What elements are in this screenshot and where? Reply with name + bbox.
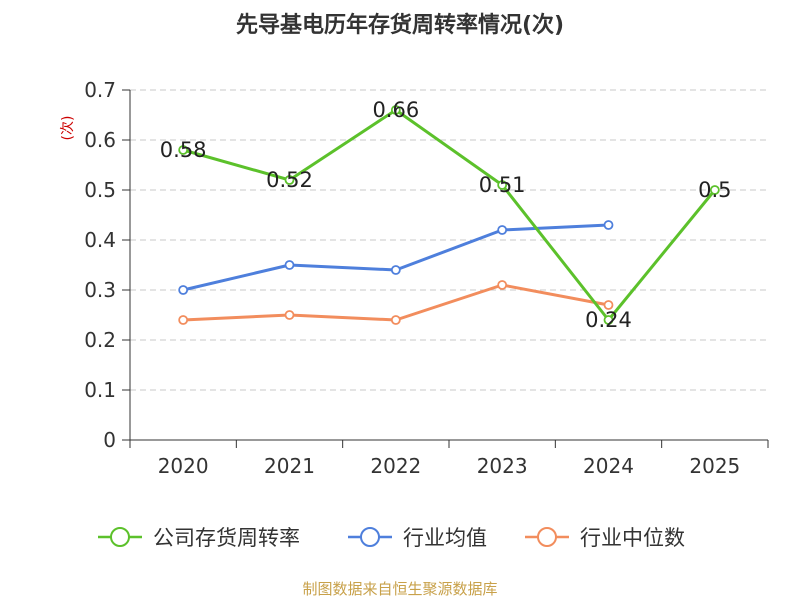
x-tick-label: 2024 bbox=[583, 454, 634, 478]
y-tick-label: 0.7 bbox=[84, 78, 116, 102]
x-tick-label: 2021 bbox=[264, 454, 315, 478]
y-tick-label: 0.5 bbox=[84, 178, 116, 202]
data-label: 0.24 bbox=[585, 308, 632, 332]
data-point bbox=[178, 285, 189, 295]
y-tick-label: 0.6 bbox=[84, 128, 116, 152]
data-point bbox=[603, 315, 614, 325]
data-point bbox=[497, 280, 508, 290]
x-tick-label: 2023 bbox=[477, 454, 528, 478]
data-point bbox=[709, 185, 720, 195]
data-point bbox=[497, 225, 508, 235]
legend-item[interactable]: 行业中位数 bbox=[525, 526, 685, 550]
legend: 公司存货周转率 行业均值 行业中位数 bbox=[98, 526, 685, 550]
y-axis-unit-label: (次) bbox=[60, 116, 76, 141]
legend-label: 行业中位数 bbox=[580, 526, 685, 550]
data-point bbox=[284, 175, 295, 185]
data-point bbox=[390, 265, 401, 275]
data-label: 0.51 bbox=[479, 173, 526, 197]
x-tick-label: 2022 bbox=[370, 454, 421, 478]
legend-item[interactable]: 公司存货周转率 bbox=[98, 526, 300, 550]
data-point bbox=[390, 105, 401, 115]
data-label: 0.66 bbox=[372, 98, 419, 122]
data-label: 0.52 bbox=[266, 168, 313, 192]
y-tick-label: 0.3 bbox=[84, 278, 116, 302]
source-note: 制图数据来自恒生聚源数据库 bbox=[302, 580, 497, 598]
legend-marker bbox=[360, 527, 380, 547]
chart-title: 先导基电历年存货周转率情况(次) bbox=[236, 12, 564, 38]
data-point bbox=[603, 300, 614, 310]
legend-marker bbox=[110, 527, 130, 547]
data-point bbox=[497, 180, 508, 190]
series-line bbox=[182, 223, 609, 292]
data-label: 0.5 bbox=[698, 178, 731, 202]
data-point bbox=[390, 315, 401, 325]
legend-label: 公司存货周转率 bbox=[153, 526, 300, 550]
data-point bbox=[284, 310, 295, 320]
series-lines bbox=[178, 105, 720, 325]
axes: 0 0.1 0.2 0.3 0.4 0.5 0.6 0.7 2020 2021 2022 2023 20… bbox=[84, 78, 769, 478]
data-point bbox=[603, 220, 614, 230]
legend-item[interactable]: 行业均值 bbox=[348, 526, 487, 550]
grid-lines bbox=[130, 89, 768, 391]
y-tick-label: 0.4 bbox=[84, 228, 116, 252]
legend-label: 行业均值 bbox=[403, 526, 487, 550]
data-point bbox=[178, 145, 189, 155]
x-tick-label: 2025 bbox=[689, 454, 740, 478]
data-point bbox=[284, 260, 295, 270]
y-tick-label: 0.1 bbox=[84, 378, 116, 402]
data-point bbox=[178, 315, 189, 325]
data-labels: 0.58 0.52 0.66 0.51 0.24 0.5 bbox=[160, 98, 732, 332]
y-tick-label: 0 bbox=[103, 428, 116, 452]
data-label: 0.58 bbox=[160, 138, 207, 162]
y-tick-label: 0.2 bbox=[84, 328, 116, 352]
series-line bbox=[182, 108, 716, 322]
legend-marker bbox=[537, 527, 557, 547]
x-tick-label: 2020 bbox=[158, 454, 209, 478]
